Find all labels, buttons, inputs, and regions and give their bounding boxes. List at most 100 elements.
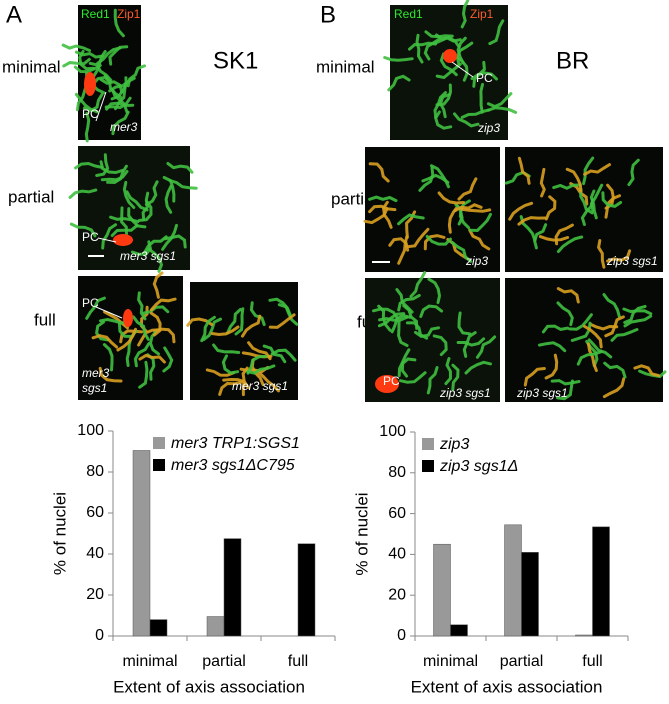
chromosome	[456, 337, 486, 347]
chromosome	[388, 237, 410, 252]
y-axis-label: % of nuclei	[50, 492, 69, 575]
chromosome	[149, 311, 162, 337]
chromosome	[457, 311, 472, 336]
chromosome	[96, 46, 122, 65]
x-tick-label: full	[288, 653, 308, 670]
chromosome	[610, 328, 639, 342]
chromosome	[99, 317, 130, 325]
chromosome	[470, 71, 498, 81]
chromosome	[586, 342, 598, 372]
chromosome	[550, 379, 581, 386]
chromosome	[488, 19, 505, 46]
bar	[223, 538, 242, 637]
chromosome	[132, 315, 150, 341]
chromosome	[627, 158, 640, 187]
chromosome	[144, 180, 159, 207]
bar	[521, 552, 539, 637]
chromosome	[583, 163, 611, 176]
bar	[132, 450, 151, 637]
y-tick-label: 0	[397, 627, 406, 644]
chromosome	[508, 201, 534, 221]
chromosome	[397, 235, 409, 265]
x-tick-label: partial	[202, 653, 246, 670]
micrograph	[186, 282, 299, 400]
chromosome	[106, 164, 128, 185]
chromosome	[475, 335, 497, 359]
chromosome	[268, 313, 296, 329]
chromosome	[218, 380, 243, 396]
x-tick-label: full	[582, 653, 602, 670]
chromosome	[222, 377, 250, 389]
chromosome	[408, 41, 437, 51]
chromosome	[430, 164, 450, 189]
panel-letter: B	[320, 1, 336, 28]
y-tick-label: 60	[388, 505, 406, 522]
chromosome	[91, 334, 119, 349]
row-label: minimal	[2, 57, 61, 76]
chromosome	[138, 353, 166, 364]
chromosome	[368, 162, 390, 183]
pc-label: PC	[82, 107, 99, 121]
chromosome	[125, 190, 149, 212]
chromosome	[116, 327, 137, 352]
chromosome	[435, 62, 462, 80]
chromosome	[168, 179, 198, 190]
chromosome	[460, 108, 491, 119]
x-tick-label: minimal	[423, 653, 478, 670]
genotype-label: mer3 sgs1	[232, 379, 288, 393]
chromosome	[78, 49, 95, 71]
strain-name: SK1	[213, 47, 258, 74]
chromosome	[453, 112, 480, 128]
chromosome	[589, 189, 598, 220]
y-tick-label: 20	[86, 586, 104, 603]
chromosome	[426, 366, 439, 395]
chromosome	[479, 83, 484, 114]
chromosome	[399, 371, 427, 384]
chromosome	[460, 207, 492, 213]
chromosome	[588, 322, 619, 331]
chromosome	[457, 177, 478, 201]
y-tick-label: 40	[86, 545, 104, 562]
genotype-label: zip3 sgs1	[606, 254, 658, 268]
chromosome	[423, 37, 441, 61]
chromosome	[262, 344, 287, 364]
chromosome	[133, 342, 151, 368]
chromosome	[455, 41, 474, 66]
image-labels: Red1 Zip1 PC mer3 PC mer3 sgs1 PC mer3 s…	[81, 7, 658, 400]
chromosome	[141, 191, 150, 222]
chromosome	[623, 314, 653, 328]
chromosome	[453, 203, 483, 213]
x-tick-label: minimal	[122, 653, 177, 670]
chromosome	[486, 92, 513, 109]
genotype-label: zip3	[465, 254, 488, 268]
micrograph	[78, 271, 183, 400]
chromosome	[425, 234, 452, 246]
chromosome	[427, 277, 442, 305]
chromosome	[162, 346, 174, 373]
legend-label: zip3 sgs1Δ	[439, 458, 518, 475]
chromosome	[418, 166, 435, 192]
chromosome	[601, 191, 623, 208]
genotype-label: sgs1	[82, 381, 107, 395]
chromosome	[212, 343, 241, 354]
chromosome	[451, 363, 460, 391]
chromosome	[268, 297, 292, 317]
chromosome	[104, 96, 132, 110]
chromosome	[517, 216, 547, 226]
chromosome	[166, 162, 194, 174]
genotype-label: mer3	[110, 120, 138, 134]
y-tick-label: 0	[95, 627, 104, 644]
chromosome	[88, 61, 113, 82]
chromosome	[372, 307, 399, 320]
genotype-label: zip3 sgs1	[439, 386, 491, 400]
chromosome	[460, 0, 470, 29]
chromosome	[147, 247, 164, 273]
chromosome	[552, 183, 582, 190]
legend-label: mer3 sgs1ΔC795	[171, 457, 295, 474]
chromosome	[95, 320, 110, 342]
chromosome	[604, 315, 625, 338]
chromosome	[405, 321, 429, 340]
chromosome	[126, 64, 146, 88]
y-tick-label: 80	[86, 463, 104, 480]
x-tick-label: partial	[500, 653, 544, 670]
